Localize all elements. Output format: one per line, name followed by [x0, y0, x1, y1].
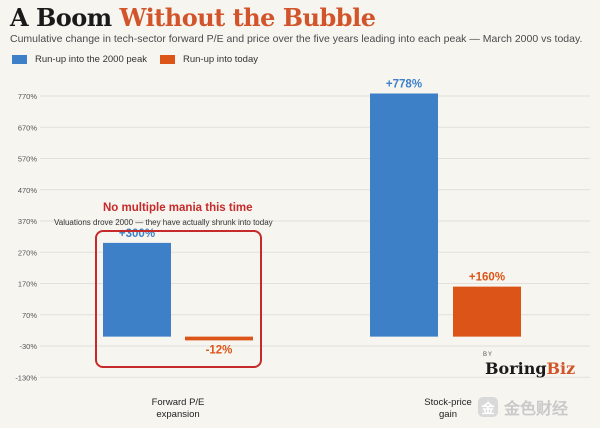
category-label-pe: Forward P/E expansion	[108, 397, 248, 421]
bar-today-price	[453, 286, 521, 337]
brand-name-part-2: Biz	[546, 359, 576, 378]
y-tick-label: 270%	[18, 248, 38, 257]
watermark-text: 金色财经	[504, 401, 569, 418]
brand-name-part-1: Boring	[485, 359, 547, 378]
category-label-price: Stock-price gain	[378, 397, 518, 421]
legend-swatch-2000	[12, 54, 27, 64]
watermark: 金 金色财经	[478, 395, 568, 419]
y-tick-label: 670%	[18, 123, 38, 132]
title-part-2: Without the Bubble	[119, 3, 376, 32]
y-tick-label: -130%	[15, 373, 37, 382]
data-label: +778%	[386, 79, 422, 91]
legend-item-2000: Run-up into the 2000 peak	[12, 53, 147, 65]
brand-logo: BoringBiz	[485, 359, 575, 378]
data-label: -12%	[206, 345, 233, 357]
legend-label-2000: Run-up into the 2000 peak	[35, 53, 147, 65]
category-label-price-line2: gain	[439, 409, 457, 420]
brand-by: BY	[483, 352, 494, 358]
legend-label-today: Run-up into today	[183, 53, 258, 65]
legend-item-today: Run-up into today	[160, 53, 258, 65]
y-tick-label: 570%	[18, 155, 38, 164]
annotation-title: No multiple mania this time	[103, 202, 253, 214]
y-tick-label: 770%	[18, 92, 38, 101]
watermark-logo-icon: 金	[478, 397, 498, 417]
bar-today-pe	[185, 336, 253, 341]
bar-2000-pe	[103, 242, 171, 337]
y-tick-label: 370%	[18, 217, 38, 226]
chart-subtitle: Cumulative change in tech-sector forward…	[10, 33, 583, 45]
category-label-pe-line1: Forward P/E	[151, 397, 205, 408]
category-label-pe-line2: expansion	[156, 409, 200, 420]
annotation-subtitle: Valuations drove 2000 — they have actual…	[54, 218, 273, 227]
data-label: +160%	[469, 272, 505, 284]
legend-swatch-today	[160, 54, 175, 64]
y-tick-label: 70%	[22, 311, 37, 320]
category-label-price-line1: Stock-price	[424, 397, 472, 408]
y-tick-label: 470%	[18, 186, 38, 195]
y-tick-label: 170%	[18, 280, 38, 289]
chart-title: A Boom Without the Bubble	[10, 3, 376, 32]
y-tick-label: -30%	[19, 342, 37, 351]
title-part-1: A Boom	[10, 3, 112, 32]
bar-2000-price	[370, 93, 438, 337]
annotation-box	[95, 230, 262, 368]
